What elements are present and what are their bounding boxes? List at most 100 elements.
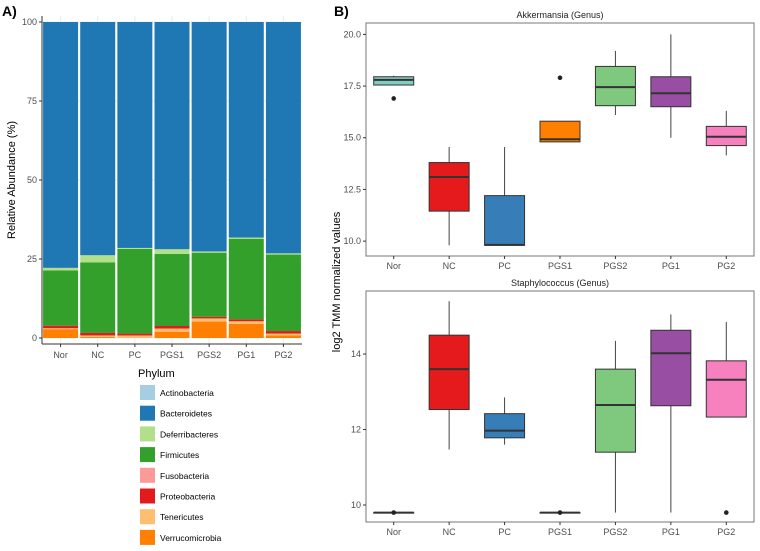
bar-segment-firmicutes (117, 248, 153, 334)
legend-label: Proteobacteria (160, 492, 216, 502)
x-tick-label: PC (498, 527, 511, 537)
bar-segment-tenericutes (43, 328, 79, 330)
staphylococcus-title: Staphylococcus (Genus) (511, 278, 609, 288)
bar-segment-firmicutes (43, 270, 79, 326)
y-tick-label: 75 (27, 96, 37, 106)
bar-segment-bacteroidetes (80, 22, 116, 256)
bar-segment-tenericutes (191, 318, 227, 322)
legend-label: Fusobacteria (160, 471, 209, 481)
bar-segment-proteobacteria (265, 331, 301, 334)
bar-segment-firmicutes (154, 253, 190, 326)
x-tick-label: Nor (53, 350, 68, 360)
bar-segment-deferribacteres (117, 247, 153, 249)
bar-segment-tenericutes (154, 328, 190, 332)
panel-label-a: A) (2, 3, 17, 19)
bar-segment-bacteroidetes (154, 22, 190, 250)
bar-segment-verrucomicrobia (265, 335, 301, 338)
bar-segment-bacteroidetes (265, 22, 301, 254)
bar-segment-firmicutes (265, 254, 301, 332)
panel-label-b: B) (334, 3, 349, 19)
bar-segment-deferribacteres (43, 267, 79, 271)
y-tick-label: 20.0 (343, 29, 361, 39)
box-pg1 (650, 329, 692, 407)
box-nc (428, 162, 470, 212)
box-chart-y-label: log2 TMM normalized values (331, 211, 343, 352)
x-tick-label: NC (91, 350, 104, 360)
x-tick-label: PGS2 (603, 261, 627, 271)
y-tick-label: 100 (22, 17, 37, 27)
x-tick-label: PGS2 (197, 350, 221, 360)
outlier-point (391, 96, 397, 101)
legend-key-bacteroidetes (140, 405, 155, 421)
box-pgs2 (594, 368, 636, 453)
y-tick-label: 12 (351, 425, 361, 435)
bar-segment-deferribacteres (265, 253, 301, 255)
legend-key-tenericutes (140, 509, 155, 525)
box-pgs1 (539, 120, 581, 143)
bar-segment-proteobacteria (43, 325, 79, 329)
x-tick-label: PG1 (662, 527, 680, 537)
x-tick-label: NC (443, 527, 456, 537)
legend-label: Actinobacteria (160, 388, 214, 398)
bar-segment-proteobacteria (228, 319, 264, 322)
y-tick-label: 14 (351, 349, 361, 359)
box-pg1 (650, 76, 692, 108)
bar-segment-verrucomicrobia (191, 321, 227, 338)
bar-segment-tenericutes (80, 335, 116, 338)
bar-segment-tenericutes (117, 335, 153, 338)
x-tick-label: PGS1 (160, 350, 184, 360)
bar-segment-proteobacteria (117, 333, 153, 336)
bar-segment-deferribacteres (154, 249, 190, 254)
bar-segment-deferribacteres (191, 251, 227, 253)
y-tick-label: 12.5 (343, 184, 361, 194)
y-tick-label: 15.0 (343, 133, 361, 143)
legend-label: Bacteroidetes (160, 409, 212, 419)
bar-segment-deferribacteres (80, 255, 116, 263)
bar-segment-tenericutes (265, 333, 301, 336)
legend-key-fusobacteria (140, 467, 155, 483)
y-tick-label: 0 (32, 333, 37, 343)
y-tick-label: 17.5 (343, 81, 361, 91)
box-pg2 (705, 360, 747, 418)
legend-key-proteobacteria (140, 488, 155, 504)
x-tick-label: PGS1 (548, 261, 572, 271)
y-tick-label: 10.0 (343, 236, 361, 246)
y-tick-label: 10 (351, 500, 361, 510)
x-tick-label: Nor (386, 261, 401, 271)
legend-label: Verrucomicrobia (160, 533, 222, 543)
x-tick-label: Nor (386, 527, 401, 537)
box-pgs2 (594, 65, 636, 107)
bar-chart-y-label: Relative Abundance (%) (6, 121, 18, 239)
x-tick-label: NC (443, 261, 456, 271)
y-tick-label: 25 (27, 254, 37, 264)
legend-key-firmicutes (140, 447, 155, 463)
legend-label: Deferribacteres (160, 429, 218, 439)
x-tick-label: PG1 (237, 350, 255, 360)
bar-segment-firmicutes (228, 238, 264, 320)
bar-segment-verrucomicrobia (228, 323, 264, 338)
outlier-point (391, 510, 397, 515)
x-tick-label: PG2 (274, 350, 292, 360)
bar-segment-firmicutes (191, 252, 227, 317)
x-tick-label: PC (498, 261, 511, 271)
legend-key-verrucomicrobia (140, 529, 155, 545)
y-tick-label: 50 (27, 175, 37, 185)
bar-segment-deferribacteres (228, 237, 264, 239)
box-nc (428, 334, 470, 411)
x-tick-label: PG1 (662, 261, 680, 271)
bar-segment-bacteroidetes (191, 22, 227, 252)
akkermansia-title: Akkermansia (Genus) (516, 10, 603, 20)
bar-segment-bacteroidetes (117, 22, 153, 248)
box-pc (484, 195, 526, 246)
legend-key-actinobacteria (140, 385, 155, 400)
box-nor (373, 76, 415, 86)
bar-segment-tenericutes (228, 321, 264, 324)
legend-label: Tenericutes (160, 512, 203, 522)
outlier-point (557, 510, 563, 515)
x-tick-label: PG2 (717, 527, 735, 537)
bar-segment-verrucomicrobia (154, 331, 190, 338)
box-plot-panel (365, 290, 755, 523)
x-tick-label: PG2 (717, 261, 735, 271)
